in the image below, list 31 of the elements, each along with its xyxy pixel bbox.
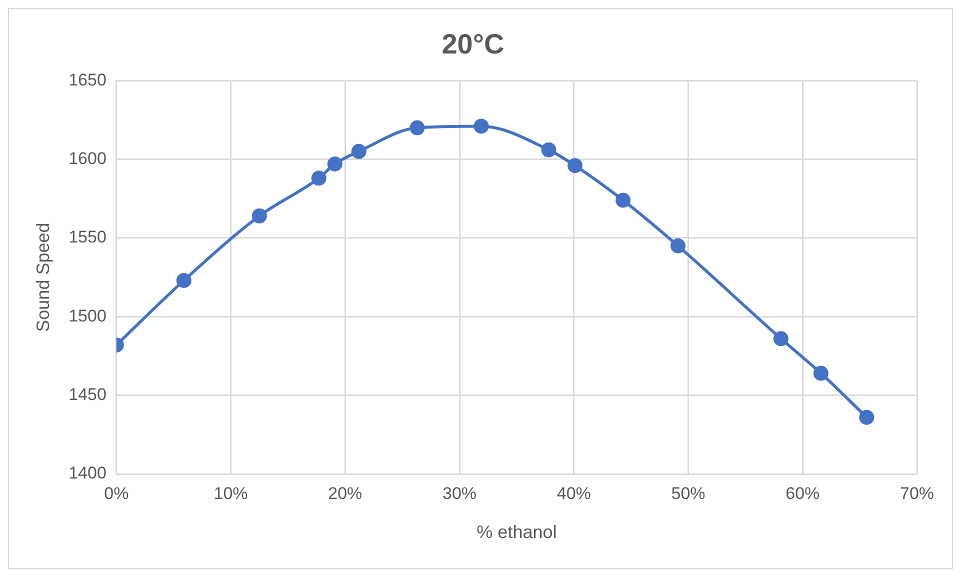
x-tick-label: 60% xyxy=(786,484,820,503)
point xyxy=(541,142,556,158)
y-tick-label: 1500 xyxy=(68,306,106,326)
y-tick-label: 1600 xyxy=(68,148,106,168)
point xyxy=(176,272,192,288)
x-tick-label: 70% xyxy=(900,484,934,503)
point xyxy=(670,238,686,254)
point xyxy=(252,208,267,224)
point xyxy=(327,156,342,172)
x-tick-label: 10% xyxy=(214,484,248,503)
x-tick-label: 40% xyxy=(556,484,591,503)
point xyxy=(859,410,874,425)
y-tick-label: 1450 xyxy=(68,385,106,404)
x-axis-title: % ethanol xyxy=(476,522,557,542)
x-tick-label: 30% xyxy=(442,484,477,503)
point xyxy=(410,120,425,136)
y-tick-label: 1400 xyxy=(68,464,106,483)
point xyxy=(474,118,489,134)
y-tick-label: 1550 xyxy=(68,228,106,247)
point xyxy=(616,192,631,208)
point xyxy=(773,331,788,346)
x-tick-label: 20% xyxy=(328,484,362,503)
y-axis-title: Sound Speed xyxy=(32,222,53,332)
chart-title: 20°C xyxy=(442,28,504,60)
point xyxy=(813,366,828,381)
point xyxy=(311,170,326,186)
x-tick-label: 0% xyxy=(104,484,129,503)
y-tick-label: 1650 xyxy=(68,70,106,90)
point xyxy=(568,158,583,174)
x-tick-label: 50% xyxy=(671,484,706,503)
point xyxy=(351,144,366,159)
